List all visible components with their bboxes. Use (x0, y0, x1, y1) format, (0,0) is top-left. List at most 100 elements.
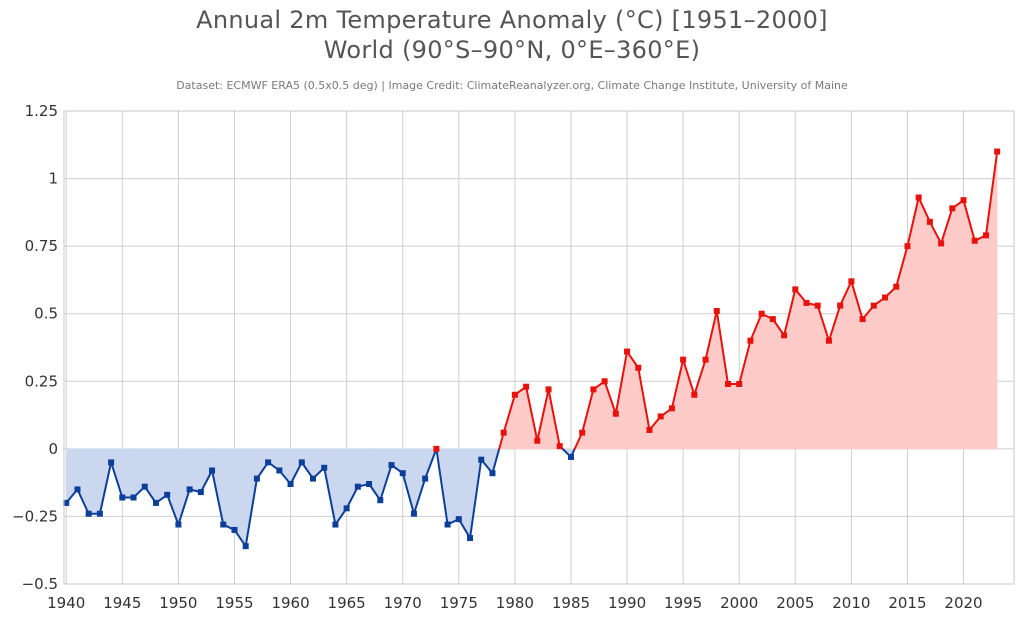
positive-line-segment (783, 288, 797, 337)
data-point (354, 483, 361, 490)
data-point (904, 243, 911, 250)
data-point (724, 380, 731, 387)
data-point (590, 386, 597, 393)
positive-line-segment (614, 350, 629, 415)
data-point (837, 302, 844, 309)
positive-line-segment (693, 358, 707, 396)
negative-line-segment (424, 447, 438, 480)
negative-area-segment (77, 448, 89, 514)
positive-line-segment (749, 312, 763, 342)
data-point (242, 543, 249, 550)
data-point (803, 299, 810, 306)
x-tick-label: 1970 (384, 594, 422, 612)
positive-line-segment (637, 366, 651, 431)
positive-line-segment (738, 339, 752, 385)
positive-line-segment (839, 280, 853, 307)
positive-area-segment (750, 313, 762, 450)
data-point (500, 429, 507, 436)
negative-line-segment (457, 518, 472, 540)
data-point (422, 475, 429, 482)
positive-line-segment (715, 310, 729, 385)
data-point (747, 337, 754, 344)
data-point (85, 510, 92, 517)
negative-line-segment (110, 461, 124, 499)
data-point (175, 521, 182, 528)
data-point (444, 521, 451, 528)
data-point (938, 240, 945, 247)
negative-area-segment (458, 448, 471, 540)
data-point (668, 405, 675, 412)
data-point (119, 494, 126, 501)
x-tick-label: 1945 (103, 594, 141, 612)
x-tick-label: 1955 (215, 594, 253, 612)
x-tick-label: 1940 (47, 594, 85, 612)
chart-title: Annual 2m Temperature Anomaly (°C) [1951… (196, 6, 828, 34)
data-point (231, 526, 238, 533)
data-point (74, 486, 81, 493)
data-point (276, 467, 283, 474)
data-point (556, 443, 563, 450)
data-point (309, 475, 316, 482)
data-point (388, 462, 395, 469)
positive-line-segment (536, 388, 550, 442)
negative-line-segment (211, 469, 225, 526)
x-tick-label: 1950 (159, 594, 197, 612)
data-point (635, 364, 642, 371)
negative-area-segment (88, 448, 101, 515)
x-tick-label: 2005 (776, 594, 814, 612)
negative-line-segment (166, 493, 180, 526)
data-point (601, 378, 608, 385)
data-point (467, 535, 474, 542)
data-point (455, 516, 462, 523)
data-point (893, 283, 900, 290)
data-point (141, 483, 148, 490)
negative-line-segment (491, 447, 501, 475)
data-point (624, 348, 631, 355)
negative-area-segment (133, 448, 146, 499)
negative-line-segment (401, 472, 415, 515)
positive-area-segment (727, 383, 740, 450)
positive-line-segment (962, 199, 976, 242)
data-point (781, 332, 788, 339)
data-point (209, 467, 216, 474)
x-tick-label: 1965 (328, 594, 366, 612)
negative-area-segment (122, 448, 134, 498)
data-point (915, 194, 922, 201)
positive-area-segment (851, 281, 863, 450)
negative-line-segment (435, 447, 449, 526)
data-point (164, 491, 171, 498)
x-tick-label: 1960 (271, 594, 309, 612)
positive-area-segment (806, 302, 819, 450)
x-tick-label: 2010 (832, 594, 870, 612)
y-tick-label: 1 (48, 170, 58, 188)
negative-line-segment (98, 461, 113, 515)
data-point (691, 391, 698, 398)
y-tick-label: 0 (48, 440, 58, 458)
data-point (399, 470, 406, 477)
x-tick-label: 1995 (664, 594, 702, 612)
data-point (130, 494, 137, 501)
data-point (713, 308, 720, 315)
positive-line-segment (525, 385, 539, 442)
data-point (220, 521, 227, 528)
positive-area-segment (952, 199, 964, 450)
positive-line-segment (502, 393, 516, 434)
x-tick-label: 1985 (552, 594, 590, 612)
positive-line-segment (917, 196, 931, 223)
x-tick-label: 1975 (440, 594, 478, 612)
positive-area-segment (772, 318, 785, 450)
positive-line-segment (895, 245, 909, 288)
data-point (377, 497, 384, 504)
positive-area-segment (862, 304, 875, 450)
positive-area-segment (716, 310, 729, 450)
y-tick-label: 0.25 (25, 372, 58, 390)
data-point (366, 480, 373, 487)
area-fill-layer (65, 151, 998, 548)
y-tick-label: 1.25 (25, 102, 58, 120)
positive-line-segment (581, 388, 595, 434)
data-point (410, 510, 417, 517)
data-point (298, 459, 305, 466)
data-point (646, 426, 653, 433)
x-tick-label: 2000 (720, 594, 758, 612)
